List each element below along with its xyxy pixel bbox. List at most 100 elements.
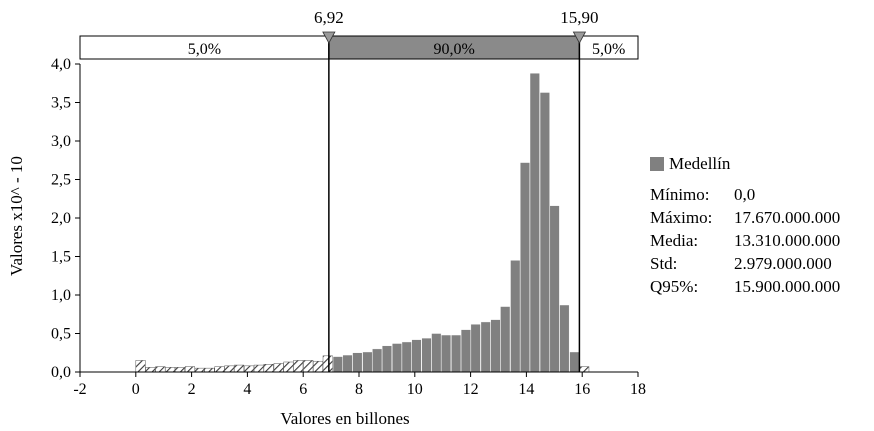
x-tick-label: 12 [463,381,479,398]
marker-triangle [322,31,336,44]
stat-label: Std: [650,254,678,273]
stat-row: Q95%: 15.900.000.000 [650,275,840,298]
histogram-bar [155,366,166,373]
legend-swatch [650,156,664,171]
histogram-bar [184,366,195,373]
y-tick-label: 1,5 [51,249,71,266]
stat-value: 17.670.000.000 [734,208,841,227]
marker-label: 6,92 [314,8,344,27]
y-tick-label: 3,5 [51,95,71,112]
histogram-bar [303,360,314,373]
histogram-bar [441,334,452,373]
percentile-markers: 6,92 15,90 [314,8,599,372]
histogram-bar [194,367,205,373]
x-tick-label: 4 [243,381,251,398]
histogram-bar [332,356,343,373]
histogram-bar [224,365,235,373]
histogram-bar [342,354,353,373]
histogram-bars [135,73,590,373]
histogram-bar [549,205,560,373]
histogram-bar [174,367,185,373]
histogram-bar [283,361,294,373]
stat-label: Máximo: [650,208,713,227]
histogram-bar [293,360,304,373]
y-tick-label: 2,0 [51,210,71,227]
histogram-bar [569,351,580,373]
y-tick-label: 3,0 [51,133,71,150]
x-tick-label: 14 [518,381,534,398]
histogram-bar [520,162,531,373]
histogram-bar [401,341,412,373]
histogram-bar [559,304,570,373]
histogram-bar [322,355,333,373]
band-label: 90,0% [433,41,474,58]
x-tick-label: 0 [132,381,140,398]
histogram-bar [135,360,146,373]
axes: -2 0 2 4 6 8 10 12 14 16 18 0,0 0,5 1,0 1,5 2,0 2,5 3,0 3,… [51,56,646,398]
stat-label: Media: [650,231,699,250]
histogram-bar [431,333,442,373]
x-tick-label: 10 [407,381,423,398]
histogram-bar [500,306,511,373]
histogram-bar [529,73,540,373]
histogram-bar [204,367,215,373]
histogram-bar [421,337,432,373]
band-label: 5,0% [592,41,625,58]
histogram-bar [411,339,422,373]
legend-series: Medellín [650,152,840,175]
y-tick-label: 4,0 [51,56,71,73]
histogram-bar [165,367,176,373]
stat-label: Mínimo: [650,185,710,204]
histogram-bar [263,364,274,373]
legend-series-label: Medellín [669,154,731,173]
stat-value: 0,0 [734,185,756,204]
x-tick-label: 6 [299,381,307,398]
stat-row: Media: 13.310.000.000 [650,229,840,252]
histogram-bar [451,334,462,373]
stat-row: Mínimo: 0,0 [650,183,840,206]
stat-value: 13.310.000.000 [734,231,841,250]
histogram-bar [273,363,284,373]
histogram-bar [470,324,481,373]
marker-label: 15,90 [560,8,598,27]
y-tick-label: 2,5 [51,172,71,189]
histogram-bar [392,343,402,373]
histogram-bar [579,366,590,373]
histogram-bar [145,367,156,373]
histogram-bar [214,366,225,373]
histogram-bar [381,345,392,373]
stat-row: Máximo: 17.670.000.000 [650,206,840,229]
stat-row: Std: 2.979.000.000 [650,252,840,275]
stat-value: 15.900.000.000 [734,277,841,296]
x-tick-label: 2 [188,381,196,398]
histogram-bar [234,364,245,373]
histogram-bar [480,321,491,373]
histogram-bar [312,360,324,373]
histogram-bar [352,352,363,373]
histogram-bar [372,348,383,373]
histogram-bar [244,365,255,373]
x-tick-label: 16 [574,381,590,398]
stat-label: Q95%: [650,277,699,296]
y-axis-title: Valores x10^ - 10 [7,156,26,276]
histogram-bar [490,319,501,373]
x-tick-label: -2 [73,381,86,398]
x-tick-label: 18 [630,381,646,398]
y-tick-label: 0,0 [51,364,71,381]
x-tick-label: 8 [355,381,363,398]
percentile-band-bar: 5,0% 90,0% 5,0% [79,35,639,60]
band-label: 5,0% [188,41,221,58]
legend: Medellín Mínimo: 0,0 Máximo: 17.670.000.000… [650,152,840,298]
histogram-bar [510,260,521,373]
histogram-bar [460,329,471,373]
histogram-bar [539,92,550,373]
histogram-bar [253,364,264,373]
statistics-list: Mínimo: 0,0 Máximo: 17.670.000.000 Media: 13.… [650,183,840,298]
y-tick-label: 1,0 [51,287,71,304]
marker-triangle [572,31,587,44]
histogram-bar [362,351,373,373]
stat-value: 2.979.000.000 [734,254,832,273]
y-tick-label: 0,5 [51,326,71,343]
x-axis-title: Valores en billones [280,409,409,428]
